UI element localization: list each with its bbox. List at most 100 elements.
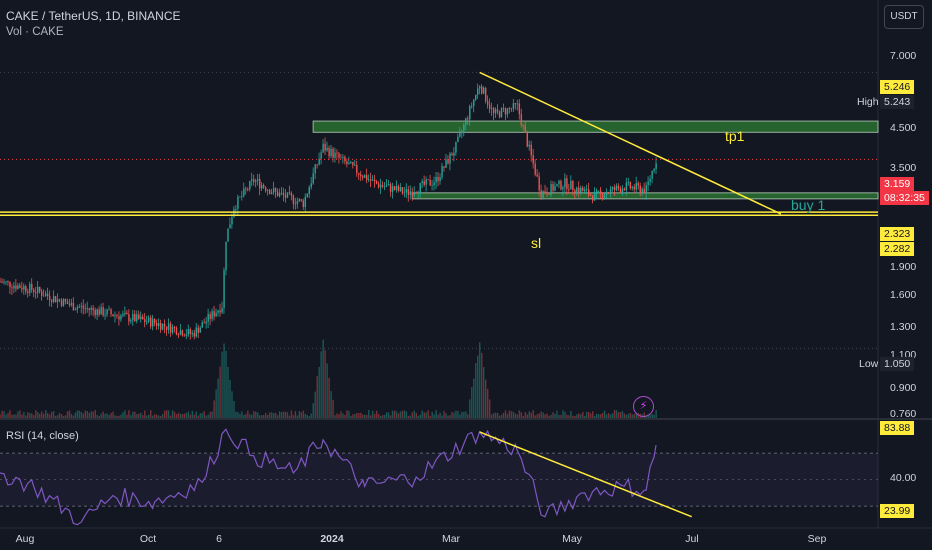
volume-bar bbox=[496, 412, 499, 418]
candle-body bbox=[552, 183, 554, 191]
candle-body bbox=[415, 192, 418, 194]
candle-body bbox=[405, 189, 408, 193]
candle-body bbox=[619, 188, 622, 193]
candle-body bbox=[150, 317, 152, 327]
volume-bar bbox=[560, 414, 562, 418]
candle-body bbox=[486, 101, 489, 105]
candle-body bbox=[207, 314, 209, 322]
volume-bar bbox=[542, 412, 544, 418]
candle-body bbox=[229, 224, 231, 229]
candle-body bbox=[467, 118, 469, 120]
volume-bar bbox=[540, 411, 542, 418]
volume-bar bbox=[19, 410, 21, 418]
candle-body bbox=[580, 187, 582, 193]
volume-bar bbox=[500, 414, 503, 418]
candle-body bbox=[356, 164, 358, 174]
volume-bar bbox=[389, 415, 392, 418]
candle-body bbox=[578, 187, 580, 193]
candle-body bbox=[217, 310, 219, 313]
volume-bar bbox=[433, 414, 435, 418]
volume-bar bbox=[326, 363, 328, 418]
time-axis-label: May bbox=[562, 533, 582, 545]
volume-bar bbox=[207, 414, 209, 418]
lightning-icon[interactable]: ⚡ bbox=[633, 396, 654, 417]
volume-bar bbox=[43, 413, 45, 418]
candle-body bbox=[334, 152, 336, 158]
candle-body bbox=[318, 158, 320, 165]
candle-body bbox=[294, 203, 297, 205]
volume-bar bbox=[247, 410, 249, 418]
volume-bar bbox=[249, 414, 251, 418]
candle-body bbox=[9, 281, 11, 288]
volume-bar bbox=[582, 411, 584, 418]
volume-bar bbox=[453, 412, 455, 418]
volume-bar bbox=[294, 411, 297, 418]
candle-body bbox=[377, 183, 380, 188]
volume-bar bbox=[70, 413, 73, 418]
candle-body bbox=[41, 291, 43, 296]
candle-body bbox=[540, 190, 542, 198]
candle-body bbox=[546, 193, 548, 195]
volume-bar bbox=[431, 411, 433, 418]
candle-body bbox=[165, 326, 168, 330]
volume-bar bbox=[92, 411, 94, 418]
volume-bar bbox=[425, 412, 427, 418]
rsi-line bbox=[0, 428, 657, 526]
candle-body bbox=[429, 179, 431, 186]
low-tag-value: 1.050 bbox=[880, 357, 915, 371]
volume-bar bbox=[423, 412, 425, 418]
candle-body bbox=[332, 148, 334, 158]
volume-bar bbox=[314, 391, 316, 418]
candle-body bbox=[623, 188, 626, 191]
candle-body bbox=[231, 217, 233, 225]
candle-body bbox=[274, 188, 277, 192]
candle-body bbox=[338, 153, 340, 158]
candle-body bbox=[471, 106, 473, 107]
high-tag-label: High bbox=[857, 96, 879, 108]
candle-body bbox=[66, 301, 69, 304]
volume-bar bbox=[175, 414, 178, 418]
volume-bar bbox=[76, 410, 79, 418]
candle-body bbox=[11, 287, 13, 289]
candle-body bbox=[128, 314, 130, 322]
volume-bar bbox=[504, 410, 507, 418]
volume-bar bbox=[520, 412, 523, 418]
candle-body bbox=[167, 323, 170, 330]
buy-annotation: buy 1 bbox=[791, 197, 826, 213]
candle-body bbox=[473, 99, 475, 107]
volume-bar bbox=[197, 415, 199, 418]
currency-button[interactable]: USDT bbox=[884, 5, 924, 29]
volume-bar bbox=[395, 411, 398, 418]
volume-bar bbox=[96, 414, 98, 418]
volume-bar bbox=[338, 414, 340, 418]
candle-body bbox=[237, 196, 239, 209]
candle-body bbox=[340, 157, 342, 159]
candle-body bbox=[181, 330, 184, 336]
candle-body bbox=[629, 182, 632, 189]
candle-body bbox=[328, 147, 330, 157]
volume-bar bbox=[292, 415, 295, 418]
volume-bar bbox=[522, 415, 525, 418]
candle-body bbox=[348, 163, 350, 165]
candle-body bbox=[411, 191, 414, 196]
candle-body bbox=[433, 182, 435, 186]
volume-bar bbox=[169, 415, 172, 418]
candle-body bbox=[366, 175, 368, 181]
volume-bar bbox=[479, 342, 481, 418]
candle-body bbox=[516, 103, 519, 105]
volume-bar bbox=[447, 415, 449, 418]
candle-body bbox=[195, 327, 198, 337]
volume-bar bbox=[647, 414, 649, 418]
candle-body bbox=[140, 316, 142, 319]
candle-body bbox=[90, 308, 92, 310]
volume-bar bbox=[449, 415, 451, 418]
volume-bar bbox=[421, 410, 423, 418]
volume-bar bbox=[465, 411, 467, 418]
candle-body bbox=[346, 161, 348, 165]
candle-body bbox=[21, 287, 23, 290]
candle-body bbox=[401, 187, 404, 194]
volume-bar bbox=[498, 415, 501, 418]
candle-body bbox=[58, 299, 61, 301]
candle-body bbox=[54, 296, 57, 303]
